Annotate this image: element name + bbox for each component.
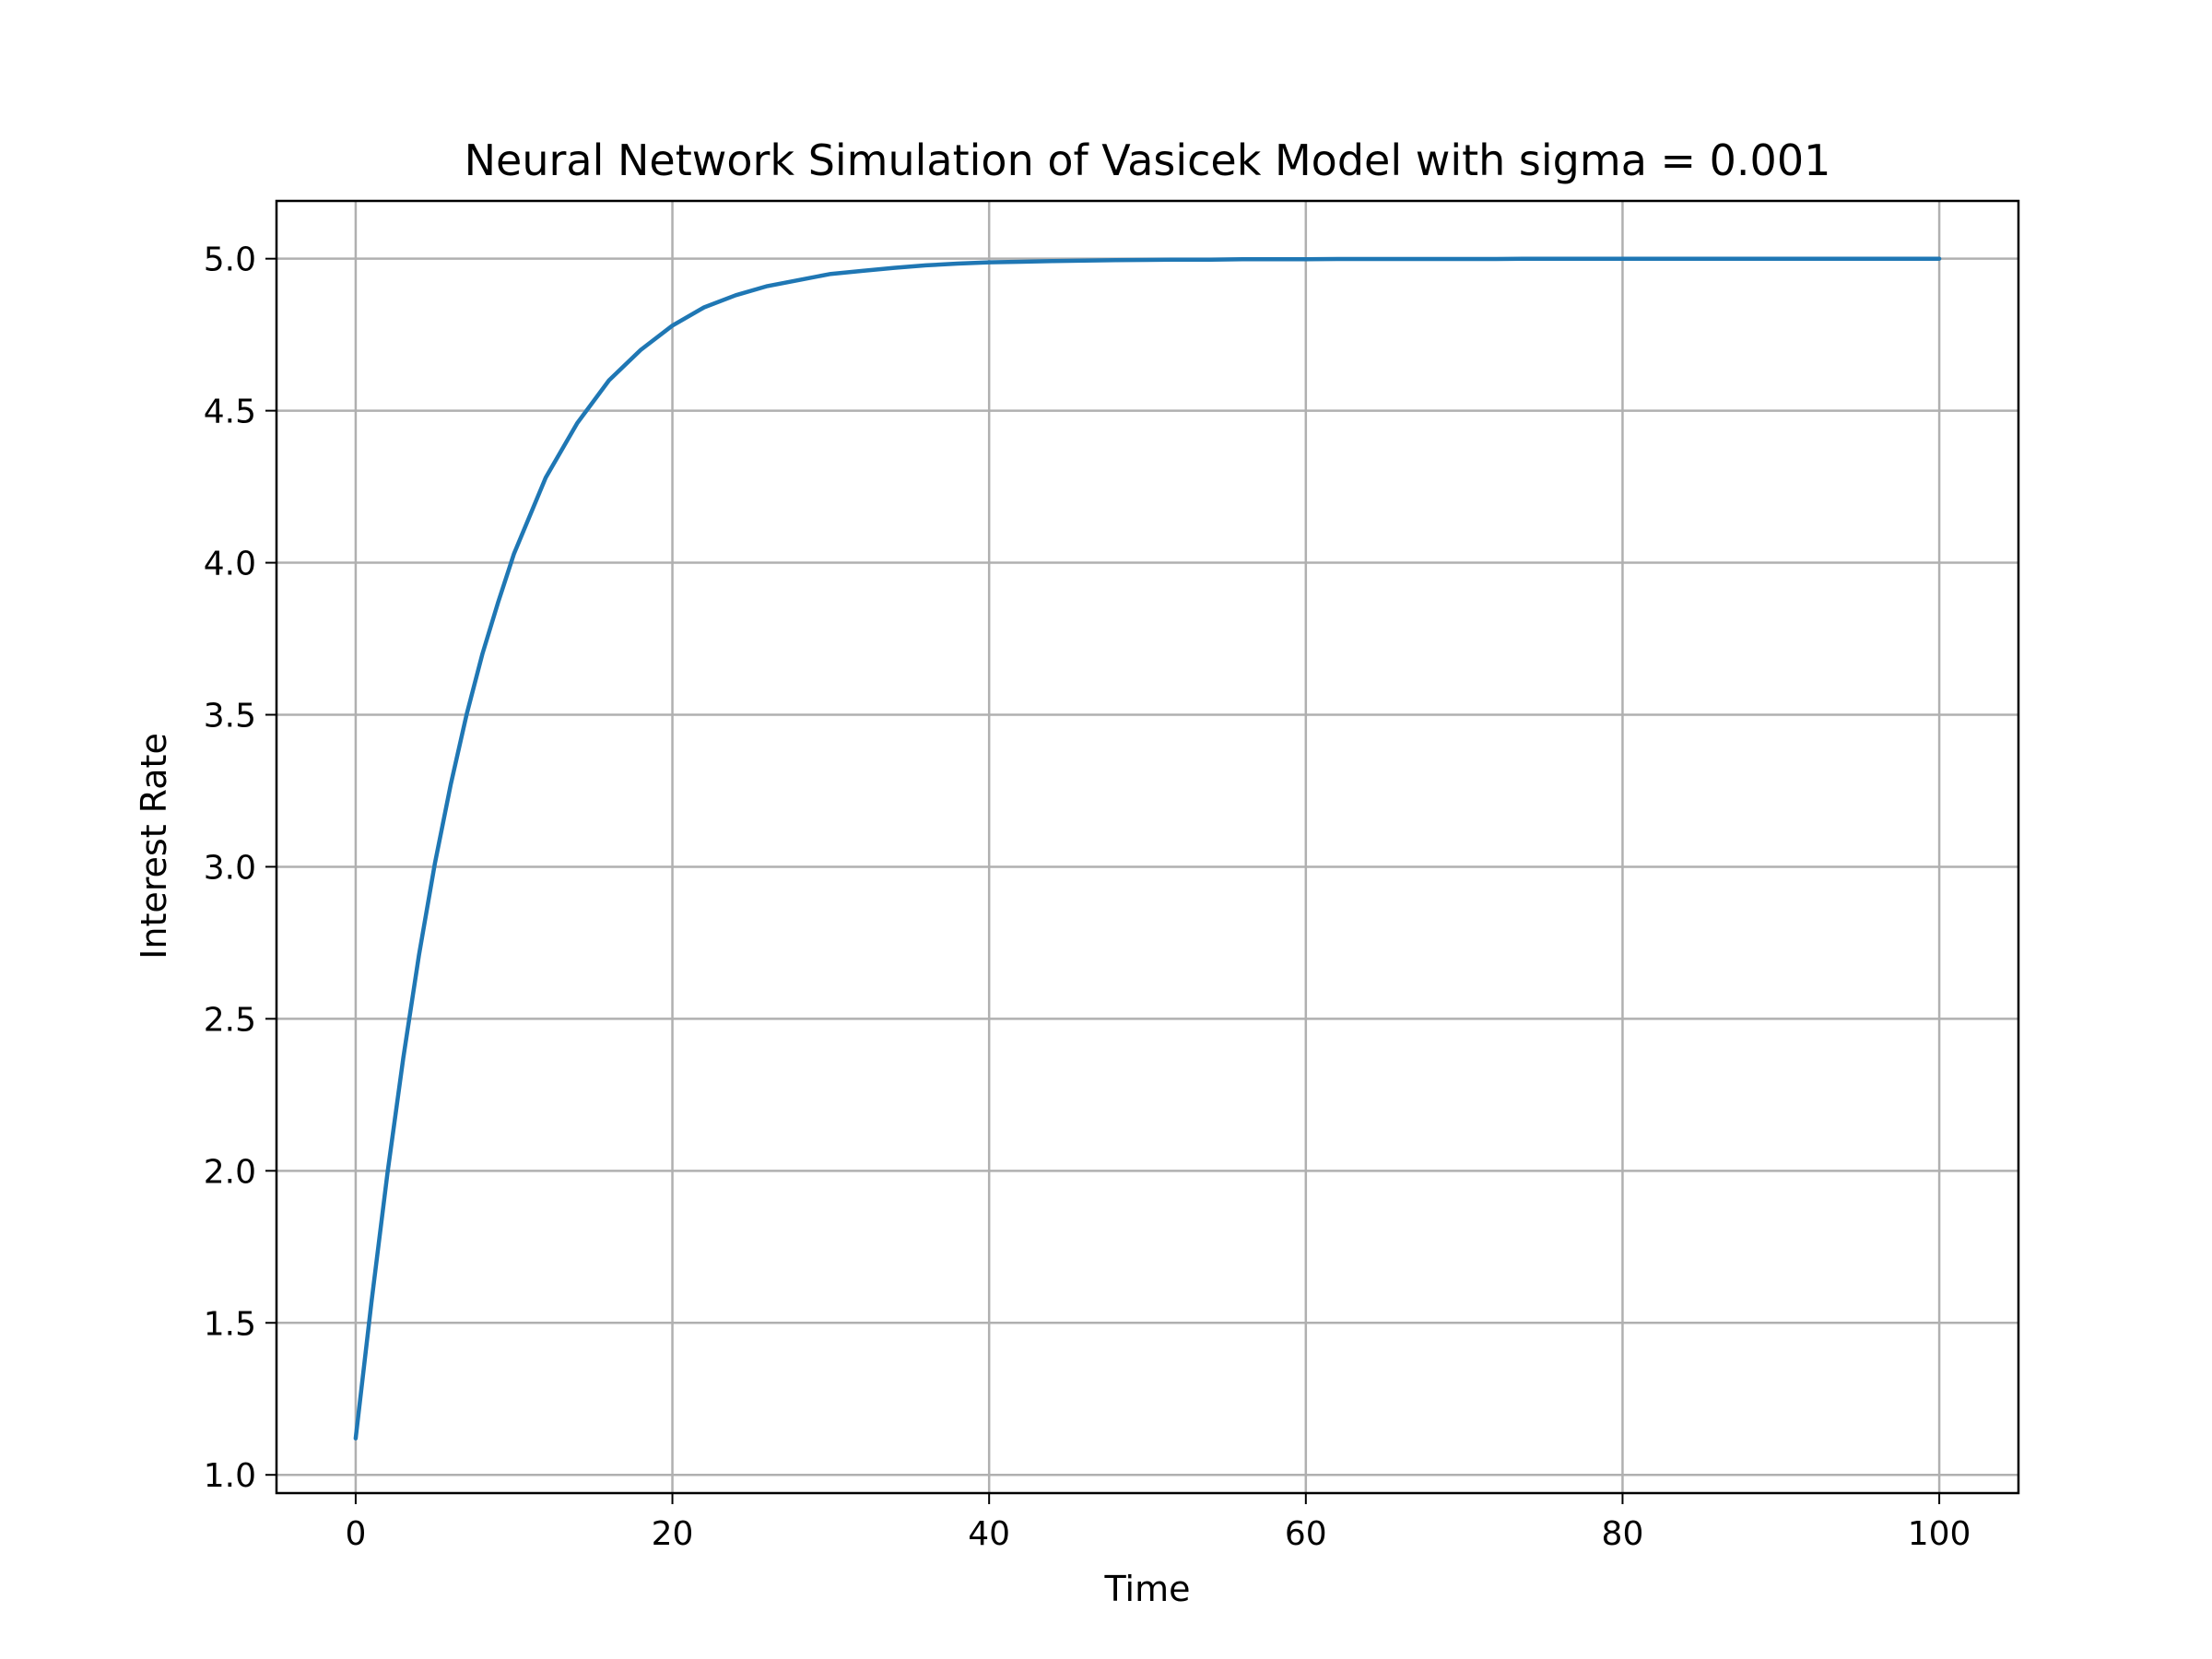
x-tick-label: 80 bbox=[1602, 1515, 1644, 1553]
plot-frame bbox=[275, 199, 2020, 1495]
y-tick-label: 5.0 bbox=[204, 241, 256, 279]
x-axis-ticks: 0 20 40 60 80 100 bbox=[345, 1493, 1971, 1553]
x-tick-label: 20 bbox=[652, 1515, 694, 1553]
x-tick-label: 40 bbox=[968, 1515, 1010, 1553]
y-axis-label: Interest Rate bbox=[134, 733, 174, 959]
y-axis-ticks: 1.0 1.5 2.0 2.5 3.0 3.5 4.0 4.5 5.0 bbox=[204, 241, 276, 1495]
y-tick-label: 4.5 bbox=[204, 394, 256, 431]
series-layer bbox=[353, 256, 1942, 1441]
x-tick-label: 60 bbox=[1285, 1515, 1327, 1553]
x-tick-label: 100 bbox=[1908, 1515, 1971, 1553]
y-tick-label: 2.5 bbox=[204, 1001, 256, 1039]
x-tick-label: 0 bbox=[345, 1515, 366, 1553]
series-line bbox=[353, 256, 1942, 1441]
y-tick-label: 3.0 bbox=[204, 849, 256, 887]
y-tick-label: 4.0 bbox=[204, 546, 256, 583]
grid bbox=[276, 201, 2018, 1493]
y-tick-label: 1.0 bbox=[204, 1457, 256, 1495]
y-tick-label: 2.0 bbox=[204, 1153, 256, 1191]
y-tick-label: 1.5 bbox=[204, 1305, 256, 1343]
x-axis-label: Time bbox=[1104, 1569, 1191, 1609]
y-tick-label: 3.5 bbox=[204, 698, 256, 735]
chart-title: Neural Network Simulation of Vasicek Mod… bbox=[465, 135, 1831, 185]
